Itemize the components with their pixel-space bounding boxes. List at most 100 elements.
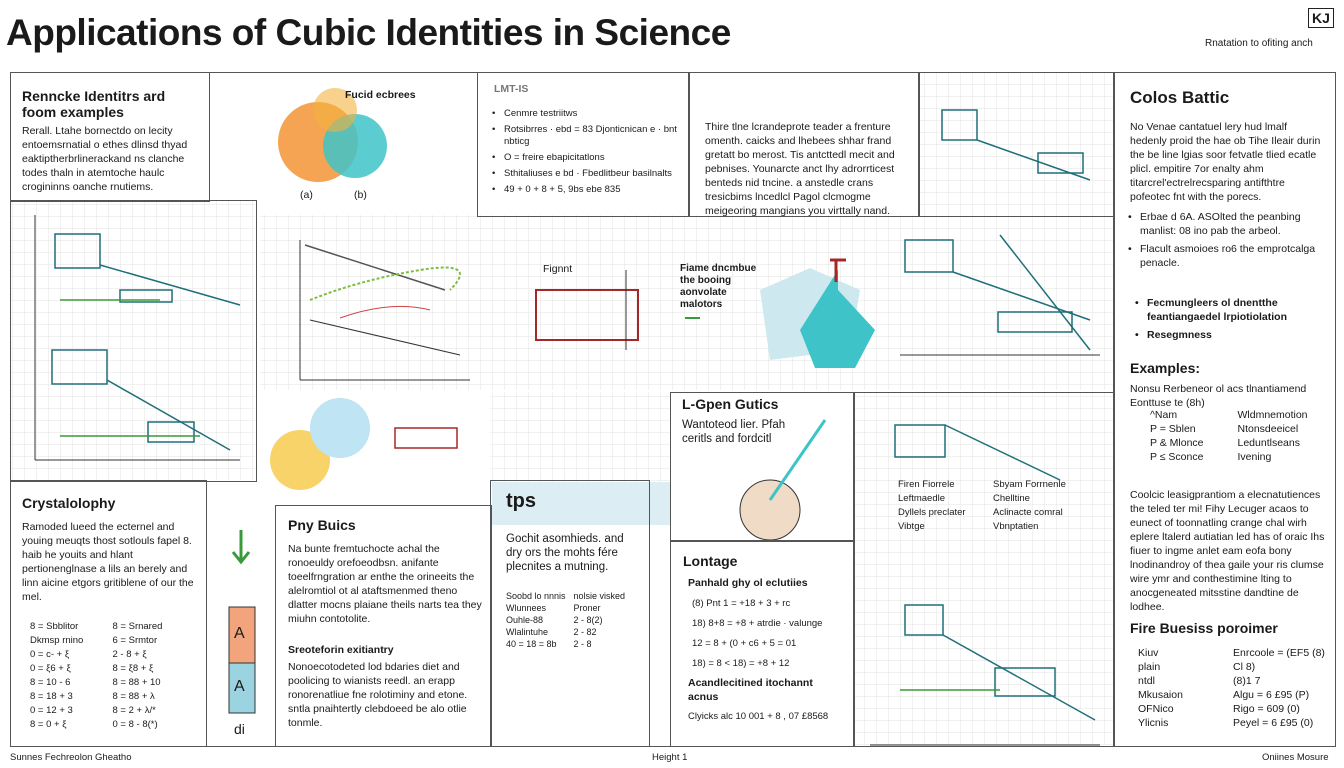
tps-title: tps bbox=[506, 490, 536, 512]
formula: 12 = 8 + (0 + c6 + 5 = 01 bbox=[692, 638, 797, 649]
table-row: Ylicnis Peyel = 6 £95 (0) bbox=[1138, 716, 1328, 730]
cell: 2 - 8 + ξ bbox=[112, 649, 147, 660]
tagline: Rnatation to ofiting anch bbox=[1205, 38, 1313, 49]
legend-item: Dyllels preclater bbox=[898, 507, 966, 518]
legend-item: Aclinacte comral bbox=[993, 507, 1063, 518]
tps-text: Gochit asomhieds. and dry ors the mohts … bbox=[506, 533, 624, 573]
table-row: Wlunnees Proner bbox=[506, 602, 641, 614]
cell: 8 = 0 + ξ bbox=[30, 719, 67, 730]
lgpen-text: Wantoteod lier. Pfah ceritls and fordcit… bbox=[682, 419, 786, 445]
list-item: Cenmre testriitws bbox=[492, 108, 680, 120]
table-row: ntdl (8)1 7 bbox=[1138, 674, 1328, 688]
cell: 8 = 88 + 10 bbox=[112, 677, 161, 688]
cell: 8 = 10 - 6 bbox=[30, 677, 71, 688]
chart-box bbox=[10, 200, 257, 482]
table-row: Mkusaion Algu = 6 £95 (P) bbox=[1138, 688, 1328, 702]
cell: 8 = 2 + λ/* bbox=[112, 705, 156, 716]
cell: 8 = ξ8 + ξ bbox=[112, 663, 154, 674]
cell: 8 = Sbblitor bbox=[30, 621, 79, 632]
story-text: Thire tlne lcrandeprote teader a frentur… bbox=[705, 121, 895, 217]
cell: Soobd lo nnnis bbox=[506, 591, 566, 601]
tube-label: A bbox=[234, 678, 245, 695]
intro-box bbox=[10, 72, 210, 202]
list-item: O = freire ebapicitatlons bbox=[492, 152, 680, 164]
table-row: plain Cl 8) bbox=[1138, 660, 1328, 674]
table-row: Kiuv Enrcoole = (EF5 (8) bbox=[1138, 646, 1328, 660]
venn-label: (b) bbox=[354, 189, 367, 201]
table-row: Wlalintuhe 2 - 82 bbox=[506, 626, 641, 638]
crystal-title: Crystalolophy bbox=[22, 495, 116, 511]
cell: 0 = ξ6 + ξ bbox=[30, 663, 71, 674]
lontage-box bbox=[670, 540, 855, 747]
crystal-box bbox=[10, 480, 207, 747]
legend-item: Sbyam Forrnenle bbox=[993, 479, 1066, 490]
intro-text: Rerall. Ltahe bornectdo on lecity entoem… bbox=[22, 125, 188, 193]
pny-text: Nonoecotodeted lod bdaries diet and pool… bbox=[288, 661, 468, 729]
table-row: 0 = c- + ξ 2 - 8 + ξ bbox=[30, 648, 195, 662]
colos-list: Erbae d 6A. ASOlted the peanbing manlist… bbox=[1128, 210, 1328, 274]
lontage-subtitle: Acandlecitined itochannt acnus bbox=[688, 677, 813, 703]
cell: 0 = 12 + 3 bbox=[30, 705, 73, 716]
cell: Wlunnees bbox=[506, 603, 547, 613]
pny-title: Pny Buics bbox=[288, 517, 356, 533]
chart-box bbox=[853, 392, 1115, 747]
lontage-title: Lontage bbox=[683, 553, 738, 569]
cell: Proner bbox=[573, 603, 601, 613]
cell: OFNico bbox=[1138, 703, 1174, 715]
cell: 2 - 8(2) bbox=[573, 615, 603, 625]
cell: Leduntlseans bbox=[1237, 437, 1300, 449]
list-box bbox=[477, 72, 690, 217]
cell: ntdl bbox=[1138, 675, 1155, 687]
cell: 0 = 8 - 8(*) bbox=[112, 719, 158, 730]
lontage-formulas: (8) Pnt 1 = +18 + 3 + rc 18) 8+8 = +8 + a… bbox=[692, 594, 847, 674]
legend-item: Vbnptatien bbox=[993, 521, 1039, 532]
table-row: OFNico Rigo = 609 (0) bbox=[1138, 702, 1328, 716]
cell: 2 - 82 bbox=[573, 627, 597, 637]
table-row: Ouhle-88 2 - 8(2) bbox=[506, 614, 641, 626]
cell: Mkusaion bbox=[1138, 689, 1183, 701]
cell: plain bbox=[1138, 661, 1161, 673]
colos-title: Colos Battic bbox=[1130, 88, 1230, 107]
examples-table: ^Nam Wldmnemotion P = Sblen Ntonsdeeicel P &… bbox=[1150, 408, 1325, 464]
cell: 40 = 18 = 8b bbox=[506, 639, 557, 649]
colos-sublist: Fecmungleers ol dnentthe feantiangaedel … bbox=[1135, 296, 1330, 346]
cell: Kiuv bbox=[1138, 647, 1159, 659]
cell: Wldmnemotion bbox=[1237, 409, 1308, 421]
footer-left: Sunnes Fechreolon Gheatho bbox=[10, 752, 132, 763]
list-item: Resegmness bbox=[1135, 328, 1330, 342]
chart-box bbox=[918, 72, 1115, 217]
examples-intro: Nonsu Rerbeneor ol acs tlnantiamend Eont… bbox=[1130, 383, 1307, 409]
cell: 6 = Srmtor bbox=[112, 635, 158, 646]
cell: Ivening bbox=[1237, 451, 1272, 463]
table-row: 0 = ξ6 + ξ 8 = ξ8 + ξ bbox=[30, 662, 195, 676]
list-item: Flacult asmoioes ro6 the emprotcalga pen… bbox=[1128, 242, 1328, 270]
lgpen-title: L-Gpen Gutics bbox=[682, 396, 779, 412]
cell: 8 = Srnared bbox=[112, 621, 163, 632]
list-item: Erbae d 6A. ASOlted the peanbing manlist… bbox=[1128, 210, 1328, 238]
legend-item: Leftmaedle bbox=[898, 493, 946, 504]
cell: Dkmsp rnino bbox=[30, 635, 84, 646]
pny-text: Na bunte fremtuchocte achal the ronoeuld… bbox=[288, 543, 482, 625]
pny-subtitle: Sreoteforin exitiantry bbox=[288, 644, 394, 656]
legend-item: Vibtge bbox=[898, 521, 925, 532]
table-row: 8 = 0 + ξ 0 = 8 - 8(*) bbox=[30, 718, 195, 732]
table-row: P ≤ Sconce Ivening bbox=[1150, 450, 1325, 464]
cell: Peyel = 6 £95 (0) bbox=[1233, 717, 1314, 729]
fire-title: Fire Buesiss poroimer bbox=[1130, 620, 1278, 636]
table-row: 0 = 12 + 3 8 = 2 + λ/* bbox=[30, 704, 195, 718]
formula: (8) Pnt 1 = +18 + 3 + rc bbox=[692, 598, 791, 609]
intro-title: Renncke Identitrs ard foom examples bbox=[22, 88, 166, 120]
cell: (8)1 7 bbox=[1233, 675, 1261, 687]
page-title: Applications of Cubic Identities in Scie… bbox=[6, 12, 731, 53]
chart-label: Fignnt bbox=[543, 263, 573, 275]
cell: Rigo = 609 (0) bbox=[1233, 703, 1300, 715]
list-item: Rotsibrres · ebd = 83 Djonticnican e · b… bbox=[492, 124, 680, 148]
venn-title: Fucid ecbrees bbox=[345, 89, 416, 101]
logo: KJ bbox=[1308, 8, 1334, 28]
crystal-text: Ramoded lueed the ecternel and youing me… bbox=[22, 521, 194, 603]
table-row: P = Sblen Ntonsdeeicel bbox=[1150, 422, 1325, 436]
tube-label: di bbox=[234, 721, 245, 737]
legend-item: Firen Fiorrele bbox=[898, 479, 955, 490]
